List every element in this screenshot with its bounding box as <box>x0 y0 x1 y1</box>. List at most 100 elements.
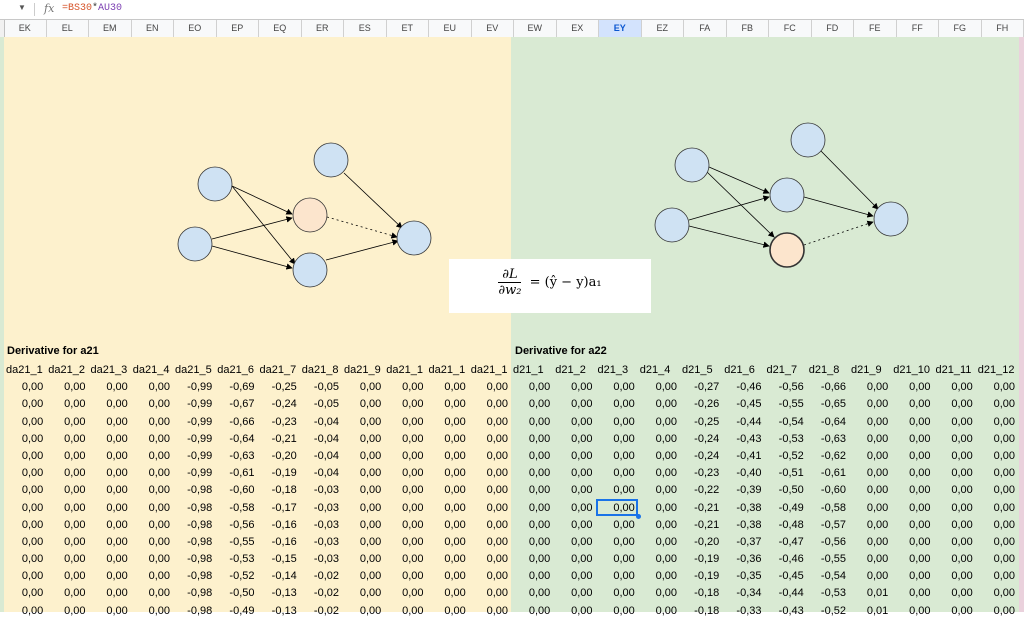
table-cell[interactable]: -0,55 <box>215 534 257 551</box>
table-cell[interactable]: 0,00 <box>553 585 595 602</box>
table-cell[interactable]: 0,00 <box>89 585 131 602</box>
header-cell[interactable]: da21_9 <box>342 362 384 379</box>
header-cell[interactable]: d21_12 <box>976 362 1018 379</box>
table-cell[interactable]: 0,00 <box>342 379 384 396</box>
table-cell[interactable]: 0,00 <box>511 500 553 517</box>
table-cell[interactable]: -0,24 <box>680 431 722 448</box>
table-cell[interactable]: -0,19 <box>258 465 300 482</box>
table-cell[interactable]: -0,22 <box>680 482 722 499</box>
table-cell[interactable]: 0,00 <box>89 414 131 431</box>
table-cell[interactable]: 0,00 <box>89 448 131 465</box>
table-cell[interactable]: -0,03 <box>300 500 342 517</box>
table-cell[interactable]: 0,00 <box>511 534 553 551</box>
table-cell[interactable]: 0,00 <box>469 396 511 413</box>
table-cell[interactable]: -0,98 <box>173 482 215 499</box>
header-cell[interactable]: da21_1 <box>427 362 469 379</box>
table-cell[interactable]: -0,19 <box>680 568 722 585</box>
table-cell[interactable]: 0,00 <box>46 482 88 499</box>
table-cell[interactable]: 0,00 <box>4 500 46 517</box>
table-cell[interactable]: 0,00 <box>384 379 426 396</box>
table-cell[interactable]: 0,00 <box>511 379 553 396</box>
table-cell[interactable]: 0,00 <box>131 517 173 534</box>
table-cell[interactable]: -0,20 <box>258 448 300 465</box>
header-cell[interactable]: d21_5 <box>680 362 722 379</box>
table-cell[interactable]: -0,13 <box>258 603 300 620</box>
table-cell[interactable]: 0,00 <box>638 568 680 585</box>
table-cell[interactable]: 0,00 <box>553 517 595 534</box>
table-cell[interactable]: 0,00 <box>976 603 1018 620</box>
table-cell[interactable]: 0,00 <box>342 414 384 431</box>
table-cell[interactable]: 0,00 <box>934 465 976 482</box>
table-cell[interactable]: 0,00 <box>511 482 553 499</box>
table-cell[interactable]: 0,00 <box>976 585 1018 602</box>
table-cell[interactable]: 0,00 <box>342 517 384 534</box>
table-cell[interactable]: 0,00 <box>638 379 680 396</box>
table-cell[interactable]: 0,00 <box>46 396 88 413</box>
table-cell[interactable]: 0,00 <box>638 551 680 568</box>
table-cell[interactable]: 0,00 <box>427 396 469 413</box>
table-cell[interactable]: 0,00 <box>891 465 933 482</box>
table-cell[interactable]: -0,47 <box>765 534 807 551</box>
table-cell[interactable]: -0,20 <box>680 534 722 551</box>
table-cell[interactable]: 0,00 <box>891 379 933 396</box>
table-cell[interactable]: 0,00 <box>4 448 46 465</box>
table-cell[interactable]: -0,05 <box>300 396 342 413</box>
table-cell[interactable]: -0,53 <box>807 585 849 602</box>
table-cell[interactable]: 0,00 <box>553 482 595 499</box>
table-cell[interactable]: -0,53 <box>215 551 257 568</box>
table-cell[interactable]: -0,98 <box>173 585 215 602</box>
header-cell[interactable]: da21_2 <box>46 362 88 379</box>
table-cell[interactable]: 0,00 <box>46 431 88 448</box>
table-cell[interactable]: 0,00 <box>638 431 680 448</box>
table-cell[interactable]: -0,33 <box>722 603 764 620</box>
table-cell[interactable]: 0,00 <box>553 465 595 482</box>
table-cell[interactable]: -0,43 <box>722 431 764 448</box>
table-cell[interactable]: 0,00 <box>131 431 173 448</box>
table-cell[interactable]: -0,15 <box>258 551 300 568</box>
table-cell[interactable]: 0,00 <box>131 585 173 602</box>
table-cell[interactable]: 0,00 <box>469 431 511 448</box>
table-cell[interactable]: -0,53 <box>765 431 807 448</box>
table-cell[interactable]: 0,00 <box>553 396 595 413</box>
table-cell[interactable]: -0,65 <box>807 396 849 413</box>
table-cell[interactable]: -0,46 <box>765 551 807 568</box>
table-cell[interactable]: -0,62 <box>807 448 849 465</box>
table-cell[interactable]: -0,23 <box>258 414 300 431</box>
table-cell[interactable]: 0,00 <box>976 414 1018 431</box>
header-cell[interactable]: da21_7 <box>258 362 300 379</box>
table-cell[interactable]: 0,00 <box>131 465 173 482</box>
table-cell[interactable]: 0,00 <box>131 482 173 499</box>
table-cell[interactable]: 0,00 <box>469 517 511 534</box>
table-cell[interactable]: 0,00 <box>976 534 1018 551</box>
table-cell[interactable]: 0,00 <box>511 431 553 448</box>
table-cell[interactable]: 0,00 <box>976 517 1018 534</box>
table-cell[interactable]: -0,63 <box>215 448 257 465</box>
table-cell[interactable]: 0,00 <box>553 379 595 396</box>
table-cell[interactable]: -0,56 <box>807 534 849 551</box>
table-cell[interactable]: 0,00 <box>469 379 511 396</box>
table-cell[interactable]: 0,00 <box>511 603 553 620</box>
table-cell[interactable]: 0,00 <box>131 551 173 568</box>
table-cell[interactable]: 0,00 <box>976 500 1018 517</box>
table-cell[interactable]: -0,05 <box>300 379 342 396</box>
table-cell[interactable]: 0,00 <box>46 585 88 602</box>
table-cell[interactable]: 0,00 <box>384 585 426 602</box>
table-cell[interactable]: 0,00 <box>891 500 933 517</box>
selected-cell[interactable] <box>596 499 638 516</box>
table-cell[interactable]: -0,17 <box>258 500 300 517</box>
table-cell[interactable]: 0,00 <box>638 465 680 482</box>
table-cell[interactable]: 0,00 <box>89 534 131 551</box>
table-cell[interactable]: 0,00 <box>849 431 891 448</box>
table-cell[interactable]: 0,00 <box>849 534 891 551</box>
table-cell[interactable]: 0,00 <box>131 414 173 431</box>
table-cell[interactable]: -0,50 <box>215 585 257 602</box>
table-cell[interactable]: -0,18 <box>258 482 300 499</box>
table-cell[interactable]: 0,00 <box>384 568 426 585</box>
table-cell[interactable]: 0,00 <box>427 568 469 585</box>
table-cell[interactable]: -0,16 <box>258 534 300 551</box>
table-cell[interactable]: 0,00 <box>342 448 384 465</box>
header-cell[interactable]: d21_7 <box>765 362 807 379</box>
table-cell[interactable]: -0,04 <box>300 448 342 465</box>
table-cell[interactable]: 0,00 <box>427 534 469 551</box>
equation-image[interactable]: ∂L ∂w₂ = (ŷ − y)a₁ <box>449 259 651 313</box>
